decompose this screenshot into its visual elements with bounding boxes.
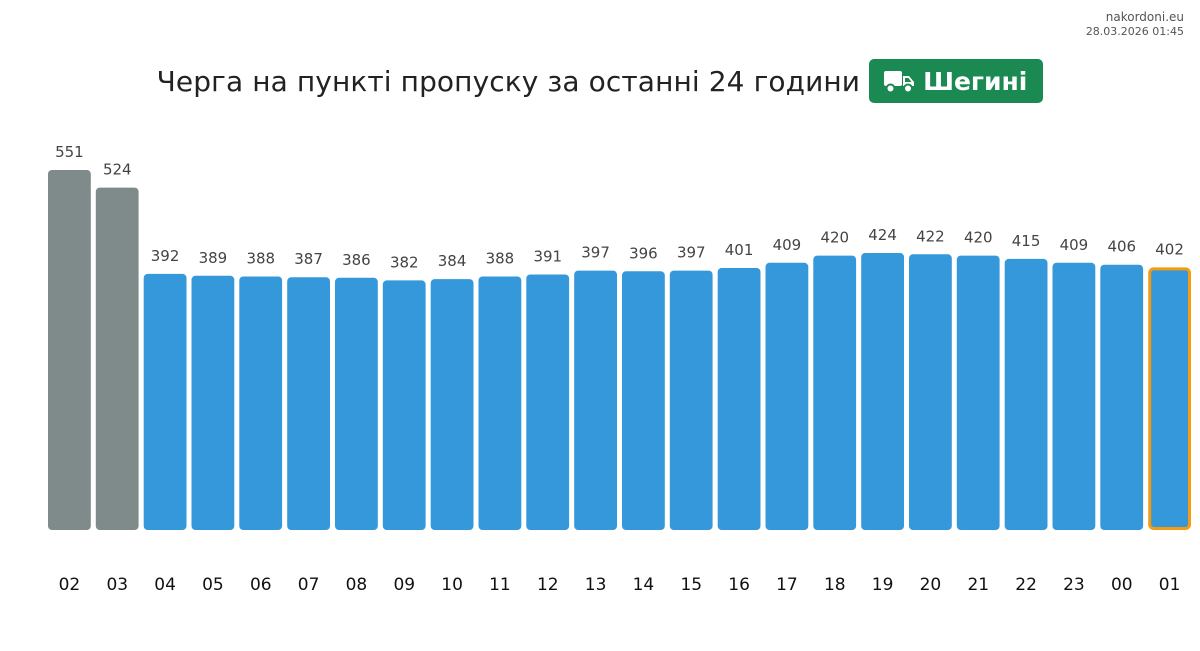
bar-09 — [382, 280, 426, 530]
x-tick-13: 13 — [585, 575, 607, 595]
bar-11 — [478, 276, 522, 530]
value-label-16: 401 — [725, 241, 754, 259]
bar-07 — [287, 277, 330, 530]
bar-20 — [909, 254, 952, 531]
x-tick-00: 00 — [1111, 575, 1133, 595]
truck-icon — [883, 68, 915, 94]
bar-12 — [526, 274, 570, 530]
x-tick-04: 04 — [154, 575, 176, 595]
x-tick-labels-group: 02 03 04 05 06 07 08 09 10 11 12 13 14 15 16 17 18 19 20 21… — [59, 575, 1181, 595]
value-label-05: 389 — [199, 249, 228, 267]
x-tick-01: 01 — [1159, 575, 1181, 595]
x-tick-17: 17 — [776, 575, 798, 595]
value-label-15: 397 — [677, 244, 706, 262]
value-label-01: 402 — [1155, 240, 1184, 258]
value-label-18: 420 — [820, 229, 849, 247]
value-label-12: 391 — [533, 248, 562, 266]
bar-08 — [335, 277, 378, 530]
x-tick-07: 07 — [298, 575, 320, 595]
value-label-14: 396 — [629, 244, 658, 262]
bar-06 — [239, 276, 283, 530]
x-tick-22: 22 — [1015, 575, 1037, 595]
chart-title: Черга на пункті пропуску за останні 24 г… — [156, 64, 861, 98]
title-row: Черга на пункті пропуску за останні 24 г… — [0, 58, 1200, 104]
x-tick-06: 06 — [250, 575, 272, 595]
site-info: nakordoni.eu 28.03.2026 01:45 — [1086, 9, 1184, 39]
x-tick-02: 02 — [59, 575, 81, 595]
value-label-22: 415 — [1012, 232, 1041, 250]
x-tick-11: 11 — [489, 575, 511, 595]
value-label-02: 551 — [55, 143, 84, 161]
value-label-08: 386 — [342, 251, 371, 269]
value-label-19: 424 — [868, 226, 897, 244]
x-tick-12: 12 — [537, 575, 559, 595]
value-label-03: 524 — [103, 161, 132, 179]
bar-16 — [717, 268, 761, 530]
bar-00 — [1100, 264, 1144, 530]
value-label-06: 388 — [246, 250, 275, 268]
x-tick-09: 09 — [393, 575, 415, 595]
checkpoint-badge: Шегині — [869, 59, 1044, 103]
x-tick-03: 03 — [106, 575, 128, 595]
bar-02 — [48, 170, 91, 530]
bar-19 — [861, 253, 904, 530]
value-label-09: 382 — [390, 253, 419, 271]
site-domain: nakordoni.eu — [1105, 10, 1184, 24]
bar-05 — [191, 275, 235, 530]
bar-14 — [622, 271, 665, 530]
x-tick-20: 20 — [920, 575, 942, 595]
value-label-07: 387 — [294, 250, 323, 268]
value-labels-group: 551 524 392 389 388 387 386 382 384 388 391 397 396 3… — [55, 143, 1184, 271]
x-tick-15: 15 — [680, 575, 702, 595]
bar-03 — [95, 187, 139, 530]
bar-17 — [765, 262, 809, 530]
value-label-21: 420 — [964, 229, 993, 247]
value-label-23: 409 — [1060, 236, 1089, 254]
x-tick-10: 10 — [441, 575, 463, 595]
x-tick-23: 23 — [1063, 575, 1085, 595]
bar-21 — [956, 255, 1000, 530]
bar-23 — [1052, 262, 1096, 530]
bar-01 — [1148, 267, 1191, 530]
x-tick-18: 18 — [824, 575, 846, 595]
bar-04 — [143, 273, 187, 530]
timestamp: 28.03.2026 01:45 — [1085, 25, 1184, 38]
bar-13 — [574, 270, 617, 530]
value-label-17: 409 — [773, 236, 802, 254]
bars-group — [48, 170, 1191, 531]
x-tick-21: 21 — [967, 575, 989, 595]
x-tick-05: 05 — [202, 575, 224, 595]
bar-15 — [669, 270, 713, 530]
x-tick-16: 16 — [728, 575, 750, 595]
bar-10 — [430, 279, 474, 530]
value-label-10: 384 — [438, 252, 467, 270]
checkpoint-name: Шегині — [923, 66, 1028, 96]
x-tick-14: 14 — [633, 575, 655, 595]
bar-22 — [1004, 258, 1048, 530]
value-label-20: 422 — [916, 227, 945, 245]
x-tick-08: 08 — [346, 575, 368, 595]
value-label-13: 397 — [581, 244, 610, 262]
value-label-11: 388 — [486, 250, 515, 268]
value-label-04: 392 — [151, 247, 180, 265]
value-label-00: 406 — [1107, 238, 1136, 256]
x-tick-19: 19 — [872, 575, 894, 595]
bar-18 — [813, 255, 857, 530]
